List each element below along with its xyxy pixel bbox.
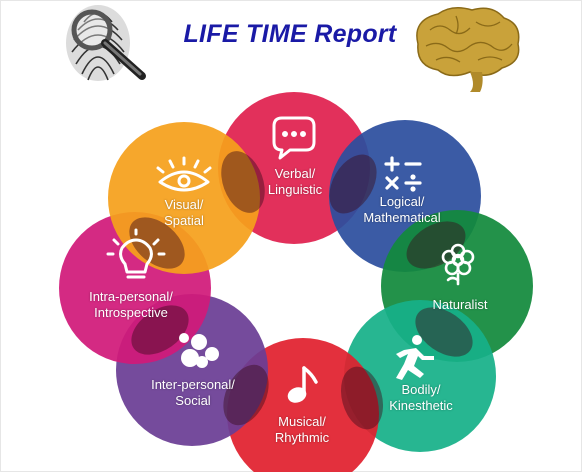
logical-label-line2: Mathematical (363, 210, 441, 225)
visual-label: Visual/ Spatial (164, 197, 204, 229)
bodily-label-line2: Kinesthetic (389, 398, 453, 413)
speech-bubble-icon (272, 116, 316, 160)
music-note-icon (287, 366, 318, 403)
musical-label-line1: Musical/ (278, 414, 326, 429)
logical-label: Logical/ Mathematical (363, 194, 440, 226)
intrapersonal-label: Intra-personal/ Introspective (89, 289, 173, 321)
intelligence-wheel (59, 92, 533, 472)
interpersonal-label-line1: Inter-personal/ (151, 377, 235, 392)
people-group-icon (179, 333, 219, 368)
naturalist-label: Naturalist (433, 297, 488, 313)
visual-label-line2: Spatial (164, 213, 204, 228)
verbal-label-line1: Verbal/ (274, 166, 316, 181)
visual-circle (108, 122, 260, 274)
fingerprint-magnifier-icon (66, 5, 146, 81)
lightbulb-icon (106, 228, 166, 279)
logical-label-line1: Logical/ (379, 194, 425, 209)
interpersonal-label: Inter-personal/ Social (151, 377, 235, 409)
brain-icon (416, 7, 520, 92)
running-person-icon (396, 335, 434, 380)
flower-icon (441, 243, 475, 286)
verbal-label-line2: Linguistic (267, 182, 323, 197)
page-title: LIFE TIME Report (183, 20, 397, 48)
interpersonal-label-line2: Social (175, 393, 211, 408)
intrapersonal-label-line2: Introspective (94, 305, 168, 320)
verbal-label: Verbal/ Linguistic (268, 166, 322, 198)
math-symbols-icon (384, 156, 422, 192)
musical-label-line2: Rhythmic (274, 430, 330, 445)
naturalist-label-line1: Naturalist (432, 297, 488, 312)
musical-label: Musical/ Rhythmic (275, 414, 329, 446)
bodily-label: Bodily/ Kinesthetic (389, 382, 453, 414)
eye-icon (156, 156, 212, 192)
intrapersonal-label-line1: Intra-personal/ (89, 289, 173, 304)
bodily-label-line1: Bodily/ (401, 382, 441, 397)
visual-label-line1: Visual/ (164, 197, 204, 212)
